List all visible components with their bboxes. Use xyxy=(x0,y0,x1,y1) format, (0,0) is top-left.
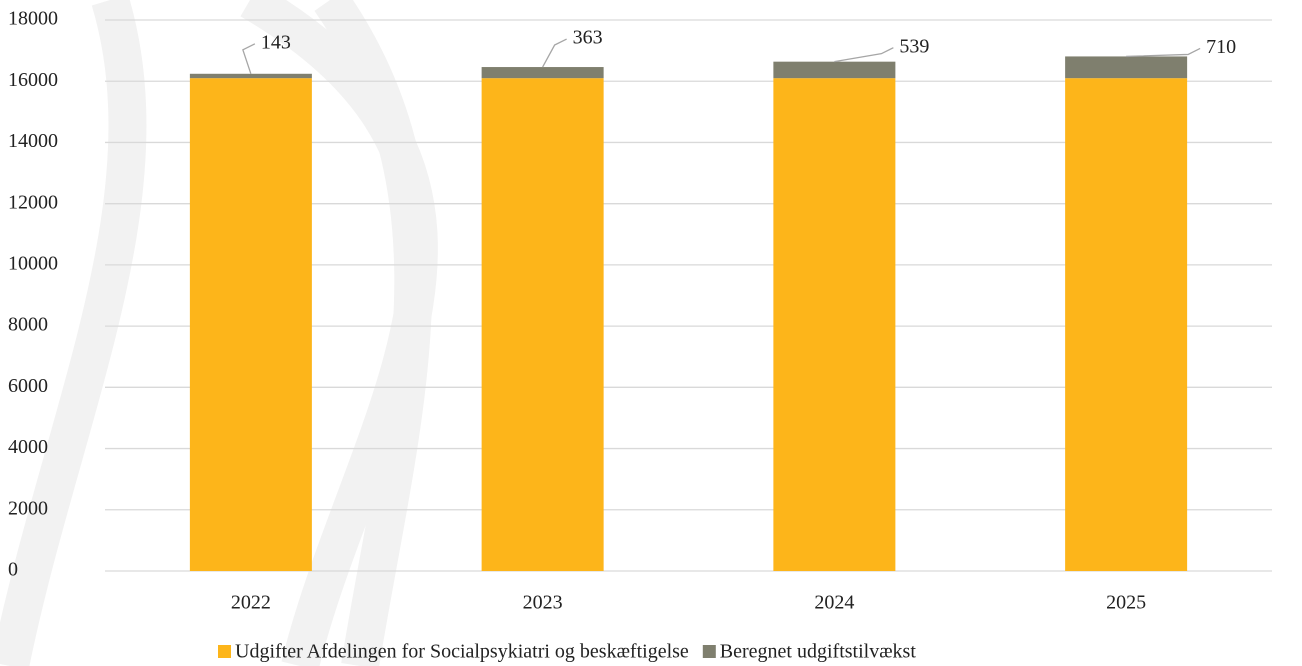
y-tick-label: 16000 xyxy=(8,69,58,91)
y-tick-label: 12000 xyxy=(8,191,58,213)
legend-swatch xyxy=(702,645,716,658)
y-tick-label: 0 xyxy=(8,559,18,581)
leader-line xyxy=(1126,47,1201,58)
y-tick-label: 10000 xyxy=(8,252,58,274)
legend-label: Udgifter Afdelingen for Socialpsykiatri … xyxy=(235,641,689,663)
y-tick-label: 4000 xyxy=(8,436,48,458)
y-tick-label: 8000 xyxy=(8,314,48,336)
bar-segment xyxy=(481,78,604,572)
bar-segment xyxy=(1065,78,1188,572)
y-tick-label: 14000 xyxy=(8,130,58,152)
leader-line xyxy=(542,38,567,68)
x-tick-label: 2023 xyxy=(523,592,563,614)
leader-line xyxy=(834,47,894,63)
x-tick-label: 2022 xyxy=(231,592,271,614)
x-tick-label: 2024 xyxy=(814,592,854,614)
bar-segment xyxy=(773,61,896,79)
bar-segment xyxy=(481,67,604,79)
data-label: 143 xyxy=(261,31,291,53)
bar-segment xyxy=(1065,56,1188,79)
bar-segment xyxy=(189,73,312,79)
leader-line xyxy=(242,43,256,74)
y-tick-label: 6000 xyxy=(8,375,48,397)
legend-label: Beregnet udgiftstilvækst xyxy=(720,641,917,663)
bar-segment xyxy=(773,78,896,572)
legend-swatch xyxy=(218,645,231,658)
background-decoration xyxy=(0,0,438,666)
y-tick-label: 18000 xyxy=(8,8,58,30)
data-label: 710 xyxy=(1206,36,1236,58)
y-tick-label: 2000 xyxy=(8,497,48,519)
data-label: 539 xyxy=(899,35,929,57)
x-tick-label: 2025 xyxy=(1106,592,1146,614)
bar-segment xyxy=(189,78,312,572)
data-label: 363 xyxy=(573,27,603,49)
